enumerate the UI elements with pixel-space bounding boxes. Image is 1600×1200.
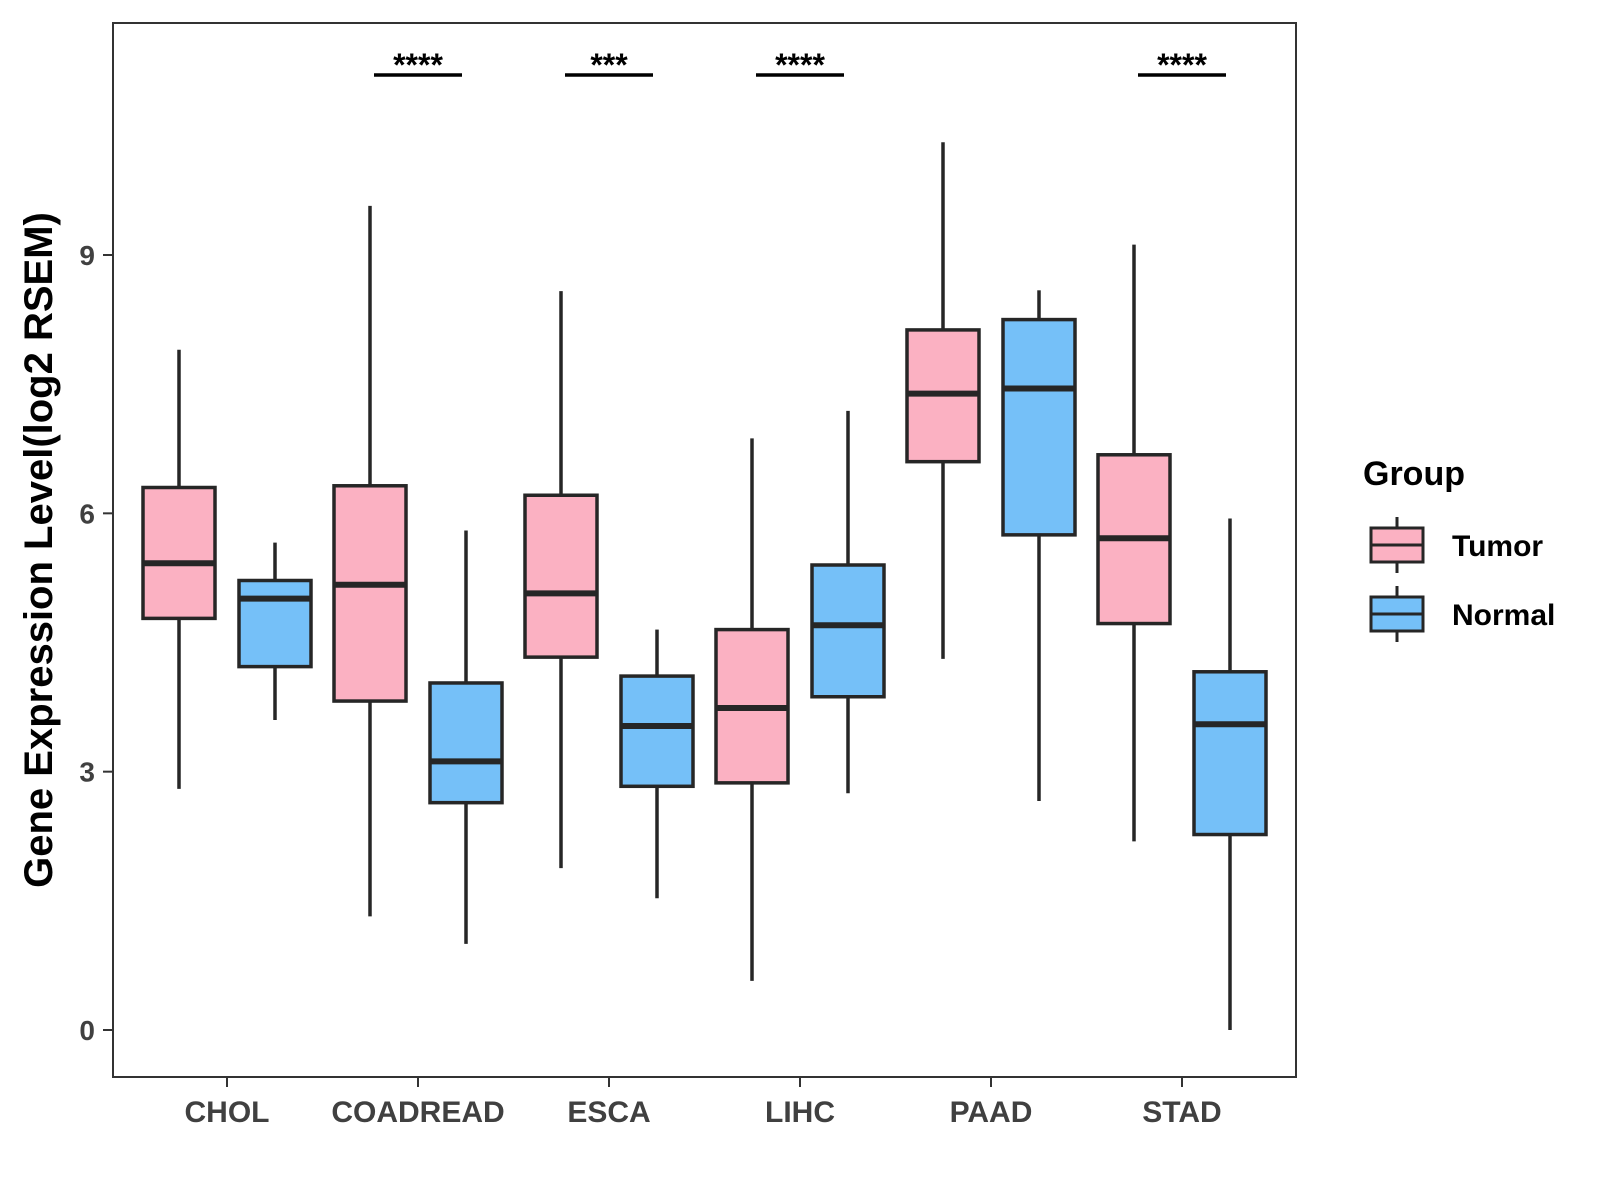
- y-tick-label: 3: [79, 757, 95, 788]
- box-normal-lihc: [810, 410, 886, 794]
- box-normal-chol: [237, 542, 313, 720]
- box-body: [1001, 317, 1077, 537]
- box-body: [1192, 670, 1268, 837]
- box-body: [523, 493, 599, 659]
- x-axis: CHOL COADREAD ESCA LIHC PAAD STAD: [185, 1077, 1222, 1129]
- legend-label: Normal: [1452, 599, 1555, 632]
- box-body: [810, 563, 886, 699]
- x-tick-label: LIHC: [765, 1096, 835, 1129]
- x-tick-label: PAAD: [950, 1096, 1033, 1129]
- y-axis-title: Gene Expression Level(log2 RSEM): [17, 212, 61, 888]
- legend-item-tumor: Tumor: [1369, 517, 1543, 573]
- x-tick-label: CHOL: [185, 1096, 270, 1129]
- box-normal-paad: [1001, 290, 1077, 801]
- box-tumor-chol: [141, 349, 217, 789]
- box-body: [428, 681, 504, 805]
- significance-label: ****: [1157, 47, 1207, 83]
- legend: Group Tumor Normal: [1363, 455, 1555, 642]
- legend-label: Tumor: [1452, 530, 1543, 563]
- x-tick-label: STAD: [1142, 1096, 1221, 1129]
- legend-item-normal: Normal: [1369, 586, 1555, 642]
- box-normal-stad: [1192, 518, 1268, 1030]
- box-tumor-esca: [523, 291, 599, 869]
- box-body: [237, 578, 313, 669]
- x-tick-label: COADREAD: [331, 1096, 504, 1129]
- box-body: [141, 485, 217, 621]
- box-body: [332, 484, 408, 703]
- box-tumor-stad: [1096, 244, 1172, 842]
- significance-label: ****: [393, 47, 443, 83]
- significance-label: ***: [590, 47, 628, 83]
- significance-label: ****: [775, 47, 825, 83]
- y-tick-label: 9: [79, 240, 95, 271]
- box-tumor-lihc: [714, 438, 790, 981]
- box-body: [619, 674, 695, 789]
- significance-annotations: **** *** **** ****: [374, 47, 1226, 83]
- plot-area: [141, 142, 1268, 1030]
- x-tick-label: ESCA: [567, 1096, 650, 1129]
- y-tick-label: 6: [79, 498, 95, 529]
- y-axis: 0 3 6 9: [79, 240, 113, 1046]
- box-normal-esca: [619, 629, 695, 899]
- legend-title: Group: [1363, 455, 1465, 493]
- box-tumor-coadread: [332, 205, 408, 917]
- y-tick-label: 0: [79, 1015, 95, 1046]
- box-tumor-paad: [905, 142, 981, 659]
- box-normal-coadread: [428, 530, 504, 944]
- panel-border: [112, 22, 1297, 1078]
